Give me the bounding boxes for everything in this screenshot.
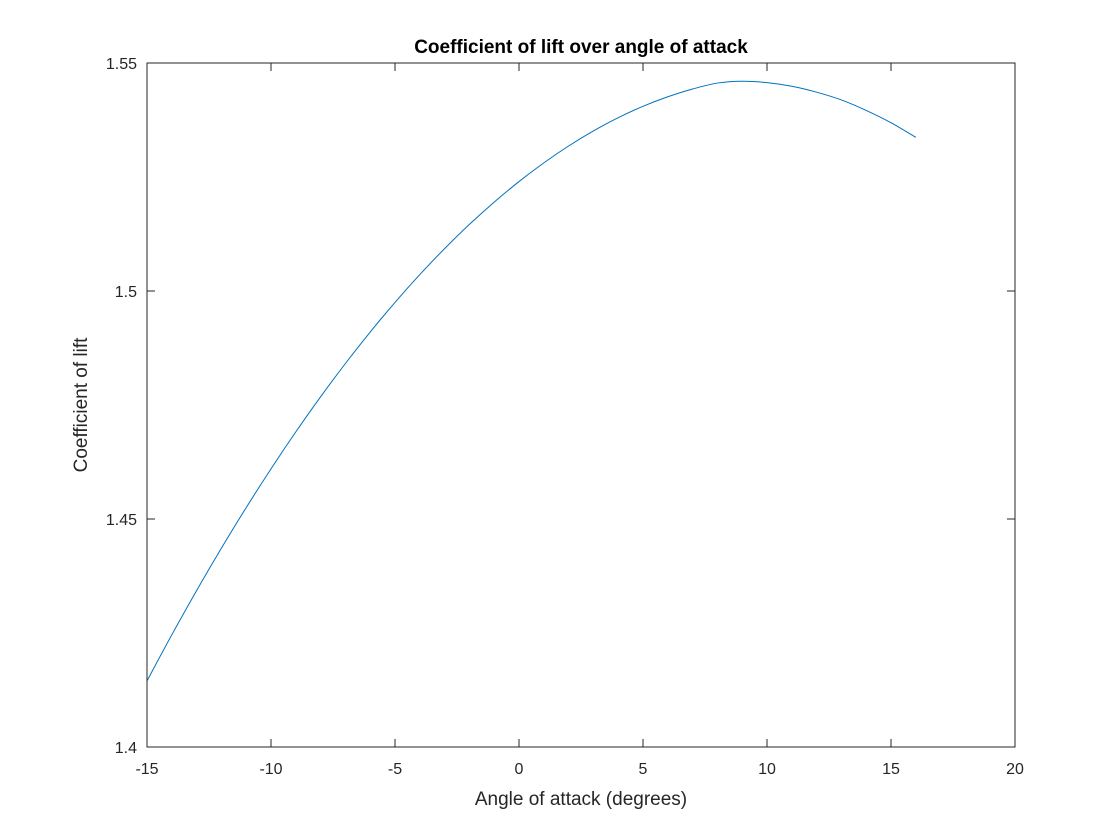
tick-labels: -15 -10 -5 0 5 10 15 20 1.4 1.45 1.5 1.55 <box>106 56 1024 778</box>
plot-area <box>147 63 1015 747</box>
series-line <box>146 80 917 682</box>
chart-title: Coefficient of lift over angle of attack <box>414 37 748 58</box>
x-tick-label: 10 <box>758 761 776 778</box>
y-tick-label: 1.5 <box>115 284 137 301</box>
axes-box <box>146 62 1016 748</box>
x-axis-title: Angle of attack (degrees) <box>475 789 687 810</box>
y-tick-label: 1.55 <box>106 56 137 73</box>
x-tick-label: 15 <box>882 761 900 778</box>
series-layer <box>146 80 917 682</box>
y-axis-title: Coefficient of lift <box>71 337 92 473</box>
x-tick-label: 0 <box>515 761 524 778</box>
x-tick-label: -15 <box>135 761 158 778</box>
x-tick-label: 5 <box>639 761 648 778</box>
x-tick-label: -5 <box>388 761 402 778</box>
y-tick-label: 1.45 <box>106 512 137 529</box>
x-tick-label: 20 <box>1006 761 1024 778</box>
x-tick-label: -10 <box>259 761 282 778</box>
y-tick-label: 1.4 <box>115 740 137 757</box>
